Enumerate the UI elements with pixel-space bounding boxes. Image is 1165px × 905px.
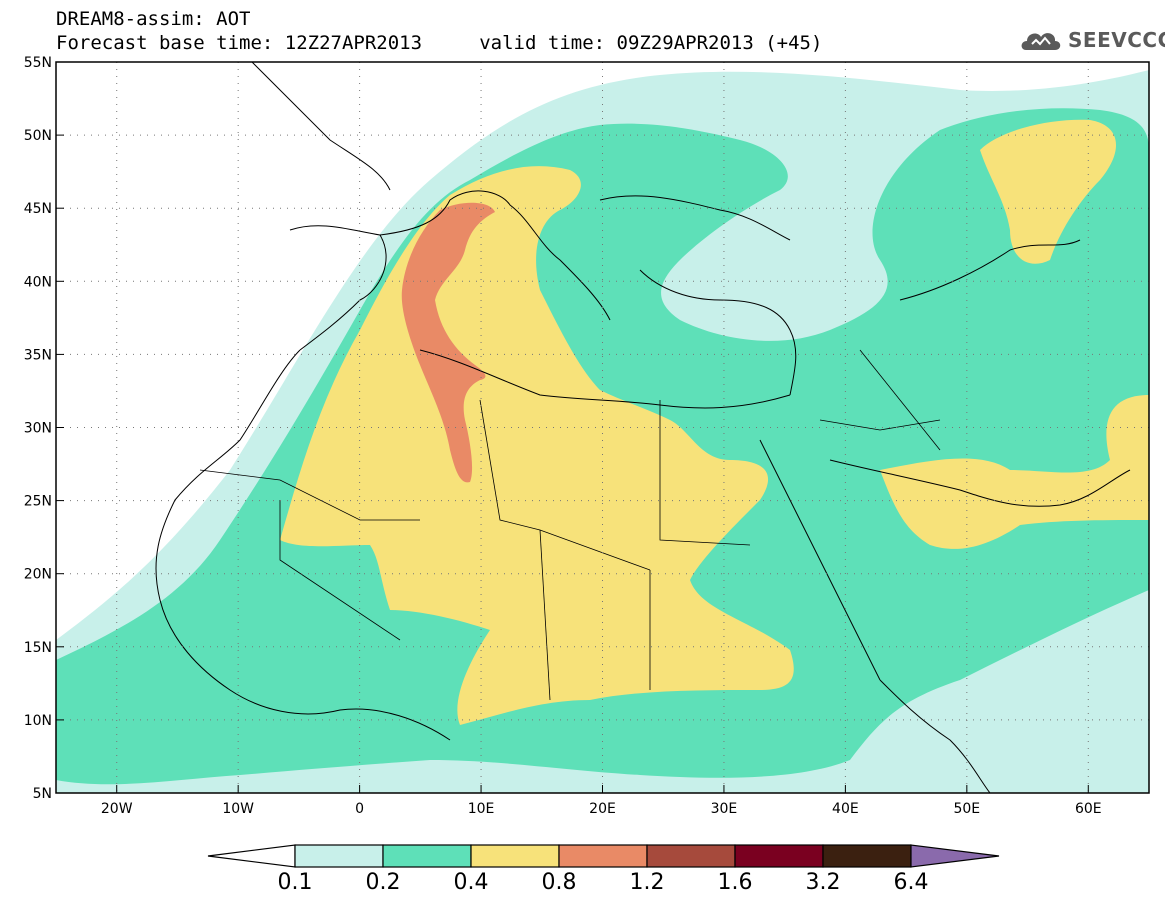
colorbar-under-arrow	[207, 844, 296, 868]
lon-tick-label: 10W	[222, 801, 254, 817]
colorbar-box	[382, 844, 472, 868]
colorbar	[207, 844, 1000, 868]
lat-tick-label: 10N	[24, 713, 52, 729]
lat-tick-label: 5N	[33, 786, 52, 802]
colorbar-box	[558, 844, 648, 868]
colorbar-box	[822, 844, 912, 868]
lon-tick-label: 20E	[589, 801, 616, 817]
colorbar-labels: 0.1 0.2 0.4 0.8 1.2 1.6 3.2 6.4	[278, 870, 929, 895]
colorbar-box	[734, 844, 824, 868]
lat-tick-label: 35N	[24, 347, 52, 363]
colorbar-label: 0.4	[454, 870, 489, 895]
aot-band-0.4-caspian	[980, 119, 1117, 264]
colorbar-label: 1.6	[718, 870, 753, 895]
forecast-time-info: Forecast base time: 12Z27APR2013 valid t…	[56, 32, 823, 54]
lon-tick-label: 30E	[711, 801, 738, 817]
colorbar-label: 0.8	[542, 870, 577, 895]
lon-tick-label: 0	[355, 801, 364, 817]
lon-tick-label: 20W	[101, 801, 133, 817]
lat-tick-label: 30N	[24, 421, 52, 437]
lat-tick-label: 15N	[24, 640, 52, 656]
lat-tick-label: 20N	[24, 567, 52, 583]
country-borders	[199, 349, 941, 701]
longitude-labels: 20W 10W 0 10E 20E 30E 40E 50E 60E	[101, 785, 1102, 817]
colorbar-over-arrow	[910, 844, 1000, 868]
seevccc-logo: SEEVCCC	[1018, 24, 1165, 56]
lon-tick-label: 50E	[953, 801, 980, 817]
colorbar-box	[294, 844, 384, 868]
lat-tick-label: 25N	[24, 494, 52, 510]
lon-tick-label: 40E	[832, 801, 859, 817]
colorbar-box	[470, 844, 560, 868]
colorbar-box	[646, 844, 736, 868]
lon-tick-label: 10E	[468, 801, 495, 817]
aot-band-0.4-arabia	[880, 395, 1149, 549]
lat-tick-label: 50N	[24, 128, 52, 144]
latitude-labels: 55N 50N 45N 40N 35N 30N 25N 20N 15N 10N 5N	[24, 55, 64, 802]
coastlines	[155, 62, 1131, 793]
colorbar-label: 0.2	[366, 870, 401, 895]
colorbar-label: 1.2	[630, 870, 665, 895]
lat-tick-label: 55N	[24, 55, 52, 71]
aot-band-0.8	[401, 202, 495, 483]
colorbar-label: 0.1	[278, 870, 313, 895]
lat-tick-label: 40N	[24, 274, 52, 290]
map-title: DREAM8-assim: AOT	[56, 8, 251, 30]
colorbar-label: 3.2	[806, 870, 841, 895]
lat-tick-label: 45N	[24, 201, 52, 217]
aot-field	[56, 70, 1149, 793]
graticule	[56, 62, 1149, 793]
cloud-icon	[1021, 33, 1061, 50]
lon-tick-label: 60E	[1075, 801, 1102, 817]
colorbar-label: 6.4	[894, 870, 929, 895]
logo-text: SEEVCCC	[1068, 28, 1165, 52]
